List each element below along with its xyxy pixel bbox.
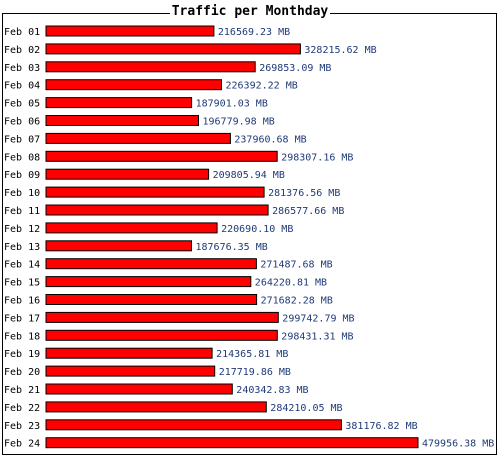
value-label: 187676.35 MB — [196, 242, 268, 253]
bar — [45, 222, 218, 234]
category-label: Feb 16 — [4, 296, 40, 307]
category-label: Feb 22 — [4, 403, 40, 414]
category-label: Feb 01 — [4, 27, 40, 38]
category-label: Feb 18 — [4, 331, 40, 342]
bar — [45, 294, 258, 305]
value-label: 286577.66 MB — [272, 206, 344, 217]
category-label: Feb 03 — [4, 63, 40, 74]
bar — [45, 61, 256, 73]
value-label: 281376.56 MB — [268, 188, 340, 199]
value-label: 187901.03 MB — [196, 99, 268, 110]
value-label: 220690.10 MB — [221, 224, 293, 235]
category-label: Feb 09 — [4, 170, 40, 181]
category-label: Feb 23 — [4, 421, 40, 432]
value-label: 328215.62 MB — [304, 45, 376, 56]
category-label: Feb 24 — [4, 439, 40, 450]
value-label: 381176.82 MB — [345, 421, 417, 432]
category-label: Feb 21 — [4, 385, 40, 396]
bar — [45, 401, 267, 413]
category-label: Feb 20 — [4, 367, 40, 378]
bar — [45, 311, 279, 323]
category-label: Feb 08 — [4, 152, 40, 163]
value-label: 216569.23 MB — [218, 27, 290, 38]
bar — [45, 43, 301, 55]
bar — [45, 347, 213, 359]
bar — [45, 258, 257, 270]
bar — [45, 240, 192, 252]
bar — [45, 419, 342, 431]
value-label: 269853.09 MB — [259, 63, 331, 74]
value-label: 271487.68 MB — [260, 260, 332, 271]
bar — [45, 150, 278, 162]
bar — [45, 383, 233, 395]
category-label: Feb 13 — [4, 242, 40, 253]
bar — [45, 168, 210, 180]
bar — [45, 79, 222, 91]
bar — [45, 204, 269, 216]
category-label: Feb 05 — [4, 99, 40, 110]
bar — [45, 437, 419, 449]
value-label: 240342.83 MB — [236, 385, 308, 396]
chart-title: Traffic per Monthday — [169, 4, 331, 19]
value-label: 298307.16 MB — [281, 152, 353, 163]
value-label: 299742.79 MB — [282, 313, 354, 324]
bar — [45, 186, 265, 198]
value-label: 217719.86 MB — [219, 367, 291, 378]
value-label: 226392.22 MB — [226, 81, 298, 92]
category-label: Feb 10 — [4, 188, 40, 199]
category-label: Feb 02 — [4, 45, 40, 56]
value-label: 264220.81 MB — [255, 278, 327, 289]
bar — [45, 132, 231, 144]
value-label: 284210.05 MB — [270, 403, 342, 414]
value-label: 214365.81 MB — [216, 349, 288, 360]
bar — [45, 115, 199, 126]
bar — [45, 25, 215, 37]
category-label: Feb 19 — [4, 349, 40, 360]
value-label: 237960.68 MB — [234, 134, 306, 145]
bar — [45, 365, 216, 377]
value-label: 298431.31 MB — [281, 331, 353, 342]
category-label: Feb 15 — [4, 278, 40, 289]
bar — [45, 329, 278, 341]
value-label: 271682.28 MB — [261, 296, 333, 307]
value-label: 479956.38 MB — [422, 439, 494, 450]
bar — [45, 276, 252, 288]
category-label: Feb 17 — [4, 313, 40, 324]
category-label: Feb 04 — [4, 81, 40, 92]
category-label: Feb 07 — [4, 134, 40, 145]
value-label: 209805.94 MB — [213, 170, 285, 181]
category-label: Feb 06 — [4, 117, 40, 128]
category-label: Feb 12 — [4, 224, 40, 235]
category-label: Feb 14 — [4, 260, 40, 271]
chart-title-wrap: Traffic per Monthday — [0, 4, 500, 20]
category-label: Feb 11 — [4, 206, 40, 217]
bar — [45, 97, 193, 109]
value-label: 196779.98 MB — [203, 117, 275, 128]
